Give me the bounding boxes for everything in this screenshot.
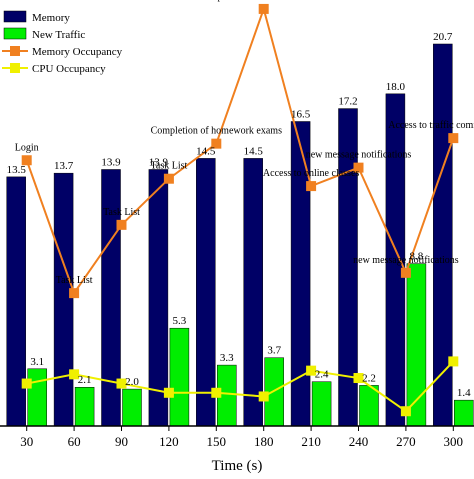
line-memory-occupancy — [25, 5, 455, 296]
x-tick-label-240: 240 — [349, 434, 369, 449]
x-axis-title: Time (s) — [212, 458, 263, 474]
bar-new-traffic-120 — [169, 327, 190, 427]
bar-memory-180 — [243, 158, 263, 427]
annotation-4: Completion of homework exams — [151, 126, 282, 137]
data-label-new-traffic-90: 2.0 — [125, 376, 139, 388]
data-label-memory-180: 14.5 — [244, 145, 264, 157]
marker-cpu-occupancy-240 — [353, 373, 364, 384]
marker-cpu-occupancy-150 — [211, 387, 222, 398]
x-tick-label-180: 180 — [254, 434, 274, 449]
annotation-9: Access to traffic communication — [388, 120, 474, 131]
bar-new-traffic-300 — [454, 399, 474, 427]
annotation-5: Completion of homework exams — [198, 0, 329, 2]
bar-memory-150 — [196, 158, 216, 427]
data-label-memory-150: 14.5 — [196, 145, 216, 157]
marker-cpu-occupancy-270 — [400, 406, 411, 417]
marker-memory-occupancy-30 — [21, 155, 32, 166]
annotation-8: new message notifications — [353, 255, 459, 266]
x-tick-label-270: 270 — [396, 434, 416, 449]
bar-memory-30 — [6, 176, 26, 427]
marker-memory-occupancy-240 — [353, 162, 364, 173]
data-label-new-traffic-270: 8.8 — [410, 251, 424, 263]
bar-new-traffic-240 — [359, 385, 379, 427]
lines-layer — [21, 3, 459, 417]
marker-cpu-occupancy-210 — [306, 365, 317, 376]
x-tick-label-300: 300 — [444, 434, 464, 449]
bar-memory-60 — [53, 172, 74, 427]
data-label-memory-30: 13.5 — [7, 164, 27, 176]
marker-cpu-occupancy-120 — [163, 387, 174, 398]
marker-memory-occupancy-270 — [400, 267, 411, 278]
bar-memory-300 — [433, 43, 453, 427]
marker-memory-occupancy-90 — [116, 219, 127, 230]
bar-memory-120 — [148, 169, 169, 427]
legend-label-new-traffic: New Traffic — [32, 29, 85, 41]
marker-cpu-occupancy-90 — [116, 378, 127, 389]
labels-layer: 13.5 13.7 13.9 13.9 14.5 14.5 16.5 17.2 18.0 20.7… — [7, 31, 472, 399]
data-label-new-traffic-180: 3.7 — [267, 345, 281, 357]
annotation-3: Task List — [151, 161, 188, 172]
x-tick-label-60: 60 — [68, 434, 81, 449]
x-tick-label-120: 120 — [159, 434, 179, 449]
data-label-memory-120: 13.9 — [149, 156, 169, 168]
annotation-7: new message notifications — [306, 150, 412, 161]
annotation-1: Task List — [56, 275, 93, 286]
legend-label-cpu-occupancy: CPU Occupancy — [32, 63, 106, 75]
x-axis: 30 60 90 120 150 180 210 240 270 300 — [0, 425, 474, 449]
bar-new-traffic-60 — [74, 386, 95, 427]
legend-label-memory-occupancy: Memory Occupancy — [32, 46, 123, 58]
marker-memory-occupancy-60 — [69, 288, 80, 299]
marker-cpu-occupancy-180 — [258, 391, 269, 402]
marker-cpu-occupancy-60 — [69, 369, 80, 380]
annotation-0: Login — [15, 142, 39, 153]
data-label-new-traffic-240: 2.2 — [362, 372, 376, 384]
marker-memory-occupancy-150 — [211, 138, 222, 149]
legend-marker-cpu-occupancy — [10, 63, 20, 73]
bar-new-traffic-210 — [311, 381, 332, 427]
x-tick-label-90: 90 — [115, 434, 128, 449]
bars-layer — [6, 43, 474, 427]
data-label-new-traffic-210: 2.4 — [315, 369, 329, 381]
x-tick-label-30: 30 — [20, 434, 33, 449]
annotation-2: Task List — [103, 207, 140, 218]
marker-memory-occupancy-300 — [448, 133, 459, 144]
bar-new-traffic-90 — [122, 388, 142, 427]
data-label-new-traffic-300: 1.4 — [457, 387, 471, 399]
line-cpu-occupancy — [26, 360, 455, 413]
legend-swatch-memory — [3, 10, 27, 23]
legend: Memory New Traffic Memory Occupancy CPU Occ… — [0, 4, 150, 80]
marker-memory-occupancy-210 — [306, 181, 317, 192]
marker-memory-occupancy-180 — [258, 3, 269, 14]
data-label-new-traffic-150: 3.3 — [220, 352, 234, 364]
annotations-layer: Login Task List Task List Task List Completi… — [15, 0, 474, 286]
marker-cpu-occupancy-300 — [448, 356, 459, 367]
legend-marker-memory-occupancy — [10, 46, 20, 56]
legend-label-memory: Memory — [32, 12, 70, 24]
legend-swatch-new-traffic — [3, 27, 27, 40]
data-label-memory-210: 16.5 — [291, 109, 311, 121]
annotation-6: Access to online classes — [263, 168, 359, 179]
marker-memory-occupancy-120 — [163, 173, 174, 184]
marker-cpu-occupancy-30 — [21, 378, 32, 389]
data-label-new-traffic-120: 5.3 — [173, 315, 187, 327]
data-label-memory-60: 13.7 — [54, 160, 74, 172]
data-label-memory-90: 13.9 — [101, 156, 121, 168]
data-label-new-traffic-60: 2.1 — [78, 374, 92, 386]
data-label-memory-300: 20.7 — [433, 31, 453, 43]
data-label-memory-270: 18.0 — [386, 81, 406, 93]
x-tick-label-150: 150 — [207, 434, 227, 449]
data-label-new-traffic-30: 3.1 — [30, 356, 44, 368]
bar-new-traffic-30 — [27, 368, 47, 427]
x-tick-label-210: 210 — [301, 434, 321, 449]
data-label-memory-240: 17.2 — [338, 96, 357, 108]
